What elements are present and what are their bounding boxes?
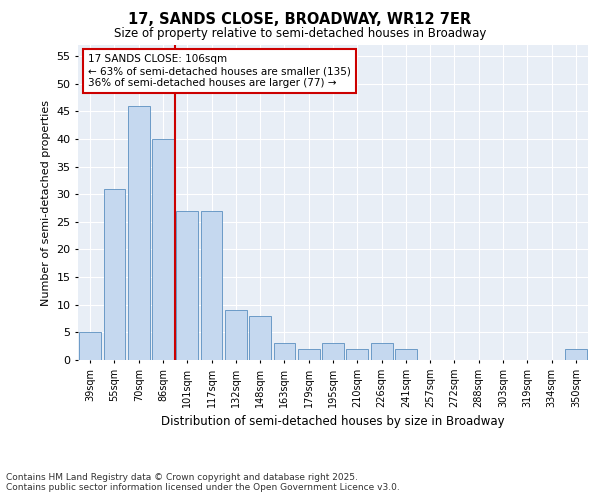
Bar: [274, 344, 295, 360]
Bar: [79, 332, 101, 360]
Y-axis label: Number of semi-detached properties: Number of semi-detached properties: [41, 100, 50, 306]
Bar: [128, 106, 149, 360]
Text: Size of property relative to semi-detached houses in Broadway: Size of property relative to semi-detach…: [114, 28, 486, 40]
Bar: [200, 211, 223, 360]
Bar: [152, 139, 174, 360]
Text: 17 SANDS CLOSE: 106sqm
← 63% of semi-detached houses are smaller (135)
36% of se: 17 SANDS CLOSE: 106sqm ← 63% of semi-det…: [88, 54, 351, 88]
Bar: [371, 344, 392, 360]
Text: Contains HM Land Registry data © Crown copyright and database right 2025.
Contai: Contains HM Land Registry data © Crown c…: [6, 473, 400, 492]
Bar: [322, 344, 344, 360]
Bar: [395, 349, 417, 360]
Bar: [249, 316, 271, 360]
Bar: [176, 211, 198, 360]
Bar: [565, 349, 587, 360]
Bar: [346, 349, 368, 360]
Bar: [104, 188, 125, 360]
Bar: [225, 310, 247, 360]
X-axis label: Distribution of semi-detached houses by size in Broadway: Distribution of semi-detached houses by …: [161, 416, 505, 428]
Text: 17, SANDS CLOSE, BROADWAY, WR12 7ER: 17, SANDS CLOSE, BROADWAY, WR12 7ER: [128, 12, 472, 28]
Bar: [298, 349, 320, 360]
